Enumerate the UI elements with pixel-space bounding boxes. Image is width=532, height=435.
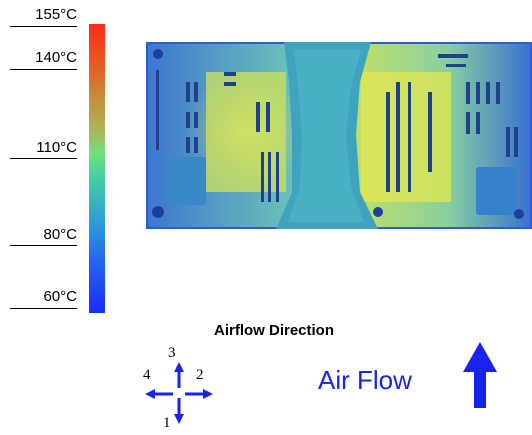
scale-tick-80 xyxy=(10,245,77,246)
scale-label-140: 140°C xyxy=(35,49,77,66)
scale-tick-140 xyxy=(10,69,77,70)
scale-label-80: 80°C xyxy=(43,226,77,243)
direction-2: 2 xyxy=(196,367,204,383)
direction-4: 4 xyxy=(143,367,151,383)
thermal-image-svg xyxy=(146,42,532,229)
direction-3: 3 xyxy=(168,345,176,361)
air-flow-arrow-icon xyxy=(463,342,497,408)
scale-label-110: 110°C xyxy=(36,139,77,156)
direction-1: 1 xyxy=(163,415,171,431)
scale-label-60: 60°C xyxy=(43,288,77,305)
scale-tick-60 xyxy=(10,308,77,309)
scale-tick-155 xyxy=(10,26,77,27)
airflow-direction-title: Airflow Direction xyxy=(214,322,335,339)
scale-tick-110 xyxy=(10,158,77,159)
air-flow-label: Air Flow xyxy=(318,365,412,395)
temperature-color-bar xyxy=(89,24,105,313)
scale-label-155: 155°C xyxy=(35,6,77,23)
compass-arrows-icon xyxy=(145,362,213,424)
thermal-board-image xyxy=(146,42,532,229)
